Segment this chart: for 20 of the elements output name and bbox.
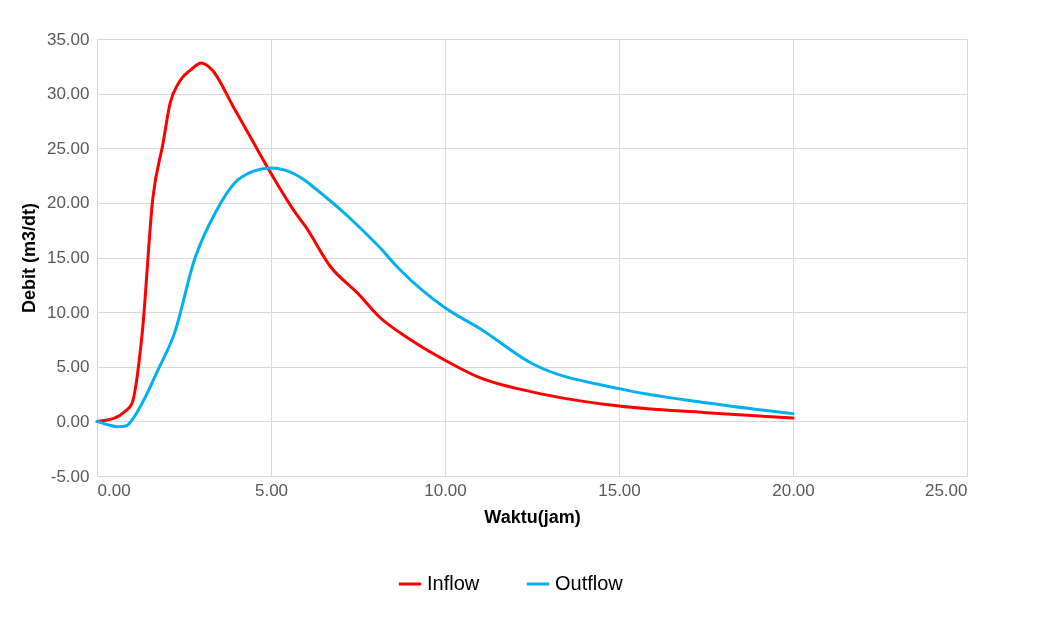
legend-label: Outflow [555,572,624,594]
y-tick-label: 5.00 [56,357,90,377]
y-tick-label: 10.00 [46,302,90,322]
legend-label: Inflow [427,572,480,594]
y-tick-label: 20.00 [46,193,90,213]
y-tick-label: 35.00 [46,29,90,49]
y-tick-label: 25.00 [46,138,90,158]
x-tick-label: 25.00 [924,480,968,500]
x-tick-label: 5.00 [254,480,289,500]
x-tick-label: 20.00 [772,480,815,500]
x-tick-label: 0.00 [97,480,131,500]
y-tick-label: 15.00 [46,248,90,267]
y-tick-label: 0.00 [56,411,90,431]
y-tick-label: -5.00 [50,466,90,486]
y-axis-title: Debit (m3/dt) [18,203,39,313]
x-tick-label: 15.00 [598,480,641,500]
x-axis-title: Waktu(jam) [484,506,581,527]
line-series [95,166,795,429]
y-tick-label: 30.00 [46,84,90,104]
x-tick-label: 10.00 [424,480,467,500]
